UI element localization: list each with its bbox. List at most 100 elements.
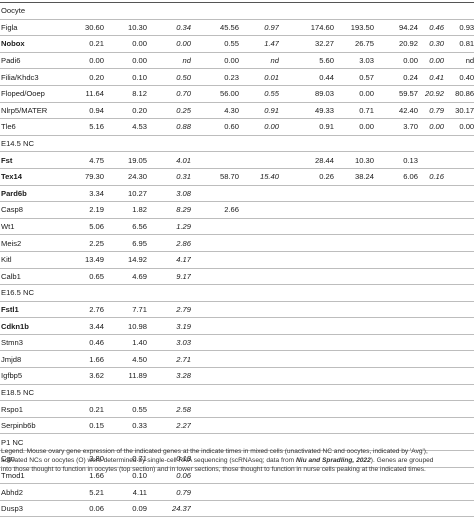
value-cell (444, 151, 474, 169)
value-cell: 80.86 (444, 85, 474, 103)
value-cell: 11.89 (104, 367, 147, 385)
value-cell (418, 483, 444, 501)
value-cell: 2.27 (147, 417, 191, 435)
value-cell (444, 400, 474, 418)
value-cell: 2.71 (147, 350, 191, 369)
value-cell: 3.80 (58, 450, 104, 468)
legend-line-2: activated NCs or oocytes (O) were determ… (1, 457, 474, 466)
value-cell: 0.91 (239, 102, 279, 120)
value-cell (191, 251, 239, 269)
value-cell (191, 500, 239, 517)
value-cell: 1.82 (104, 201, 147, 219)
value-cell (279, 317, 334, 335)
value-cell (374, 417, 418, 435)
value-cell (444, 450, 474, 468)
value-cell: 0.26 (279, 168, 334, 186)
value-cell (334, 301, 374, 319)
table-row: Padi6 0.00 0.00 nd 0.00 nd 5.60 3.03 0.00 0.00 nd (0, 52, 474, 70)
value-cell (279, 234, 334, 252)
value-cell (239, 334, 279, 352)
gene-name-cell: Abhd2 (0, 483, 58, 501)
value-cell (418, 350, 444, 369)
gene-name-cell: Kitl (0, 251, 58, 269)
value-cell: 79.30 (58, 168, 104, 186)
value-cell: 0.41 (418, 68, 444, 86)
section-label: E14.5 NC (0, 135, 474, 153)
value-cell (418, 234, 444, 252)
value-cell (374, 268, 418, 286)
value-cell: nd (444, 52, 474, 70)
value-cell: 26.75 (334, 35, 374, 53)
value-cell: 0.57 (334, 68, 374, 86)
gene-name-cell: Serpinb6b (0, 417, 58, 435)
value-cell: 1.40 (104, 334, 147, 352)
value-cell: 4.75 (58, 151, 104, 169)
value-cell (191, 218, 239, 236)
value-cell: 0.25 (147, 102, 191, 120)
value-cell: 0.00 (191, 52, 239, 70)
value-cell (444, 500, 474, 517)
value-cell: 0.33 (104, 417, 147, 435)
value-cell (418, 251, 444, 269)
value-cell (279, 185, 334, 203)
value-cell (334, 234, 374, 252)
value-cell (279, 334, 334, 352)
value-cell: 0.00 (58, 52, 104, 70)
gene-name-cell: Tle6 (0, 118, 58, 136)
value-cell: 0.65 (58, 268, 104, 286)
value-cell: 3.28 (147, 367, 191, 385)
value-cell (374, 450, 418, 468)
value-cell: 6.95 (104, 234, 147, 252)
value-cell (191, 317, 239, 335)
table-row: Casp8 2.19 1.82 8.29 2.66 (0, 201, 474, 219)
value-cell: 59.57 (374, 85, 418, 103)
value-cell: 0.70 (147, 85, 191, 103)
value-cell (444, 168, 474, 186)
gene-name-cell: Floped/Ooep (0, 85, 58, 103)
value-cell: 0.50 (147, 68, 191, 86)
value-cell: 20.92 (374, 35, 418, 53)
table-row: Floped/Ooep 11.64 8.12 0.70 56.00 0.55 89.03 0.… (0, 85, 474, 103)
value-cell: 3.03 (147, 334, 191, 352)
value-cell: 42.40 (374, 102, 418, 120)
value-cell: 0.30 (418, 35, 444, 53)
value-cell: 2.66 (191, 201, 239, 219)
table-row: Figla 30.60 10.30 0.34 45.56 0.97 174.60 193.50… (0, 19, 474, 37)
table-row: Pard6b 3.34 10.27 3.08 (0, 185, 474, 203)
value-cell: 3.19 (147, 317, 191, 335)
value-cell: 2.76 (58, 301, 104, 319)
value-cell: 19.05 (104, 151, 147, 169)
value-cell: 0.23 (191, 68, 239, 86)
gene-name-cell: Stmn3 (0, 334, 58, 352)
gene-name-cell: Filia/Khdc3 (0, 68, 58, 86)
table-row: Igfbp5 3.62 11.89 3.28 (0, 367, 474, 385)
table-row: Nobox 0.21 0.00 0.00 0.55 1.47 32.27 26.75 20.92… (0, 35, 474, 53)
value-cell: 0.24 (374, 68, 418, 86)
section-header-row: E16.5 NC (0, 284, 474, 302)
value-cell (334, 201, 374, 219)
value-cell (444, 268, 474, 286)
value-cell (418, 268, 444, 286)
value-cell (374, 483, 418, 501)
table-row: Filia/Khdc3 0.20 0.10 0.50 0.23 0.01 0.44 0.57 0… (0, 68, 474, 86)
table-row: Wt1 5.06 6.56 1.29 (0, 218, 474, 236)
value-cell: 0.88 (147, 118, 191, 136)
value-cell (374, 301, 418, 319)
gene-name-cell: Casp8 (0, 201, 58, 219)
value-cell: 4.01 (147, 151, 191, 169)
gene-name-cell: Rspo1 (0, 400, 58, 418)
value-cell: 0.46 (58, 334, 104, 352)
value-cell: 0.20 (58, 68, 104, 86)
gene-name-cell: Jmjd8 (0, 350, 58, 369)
value-cell (444, 350, 474, 369)
section-label: E18.5 NC (0, 384, 474, 402)
value-cell: 0.00 (444, 118, 474, 136)
section-header-row: E18.5 NC (0, 384, 474, 402)
value-cell: 0.21 (58, 35, 104, 53)
value-cell (444, 201, 474, 219)
value-cell (334, 350, 374, 369)
value-cell (374, 400, 418, 418)
value-cell: 13.49 (58, 251, 104, 269)
value-cell (444, 417, 474, 435)
value-cell: 28.44 (279, 151, 334, 169)
